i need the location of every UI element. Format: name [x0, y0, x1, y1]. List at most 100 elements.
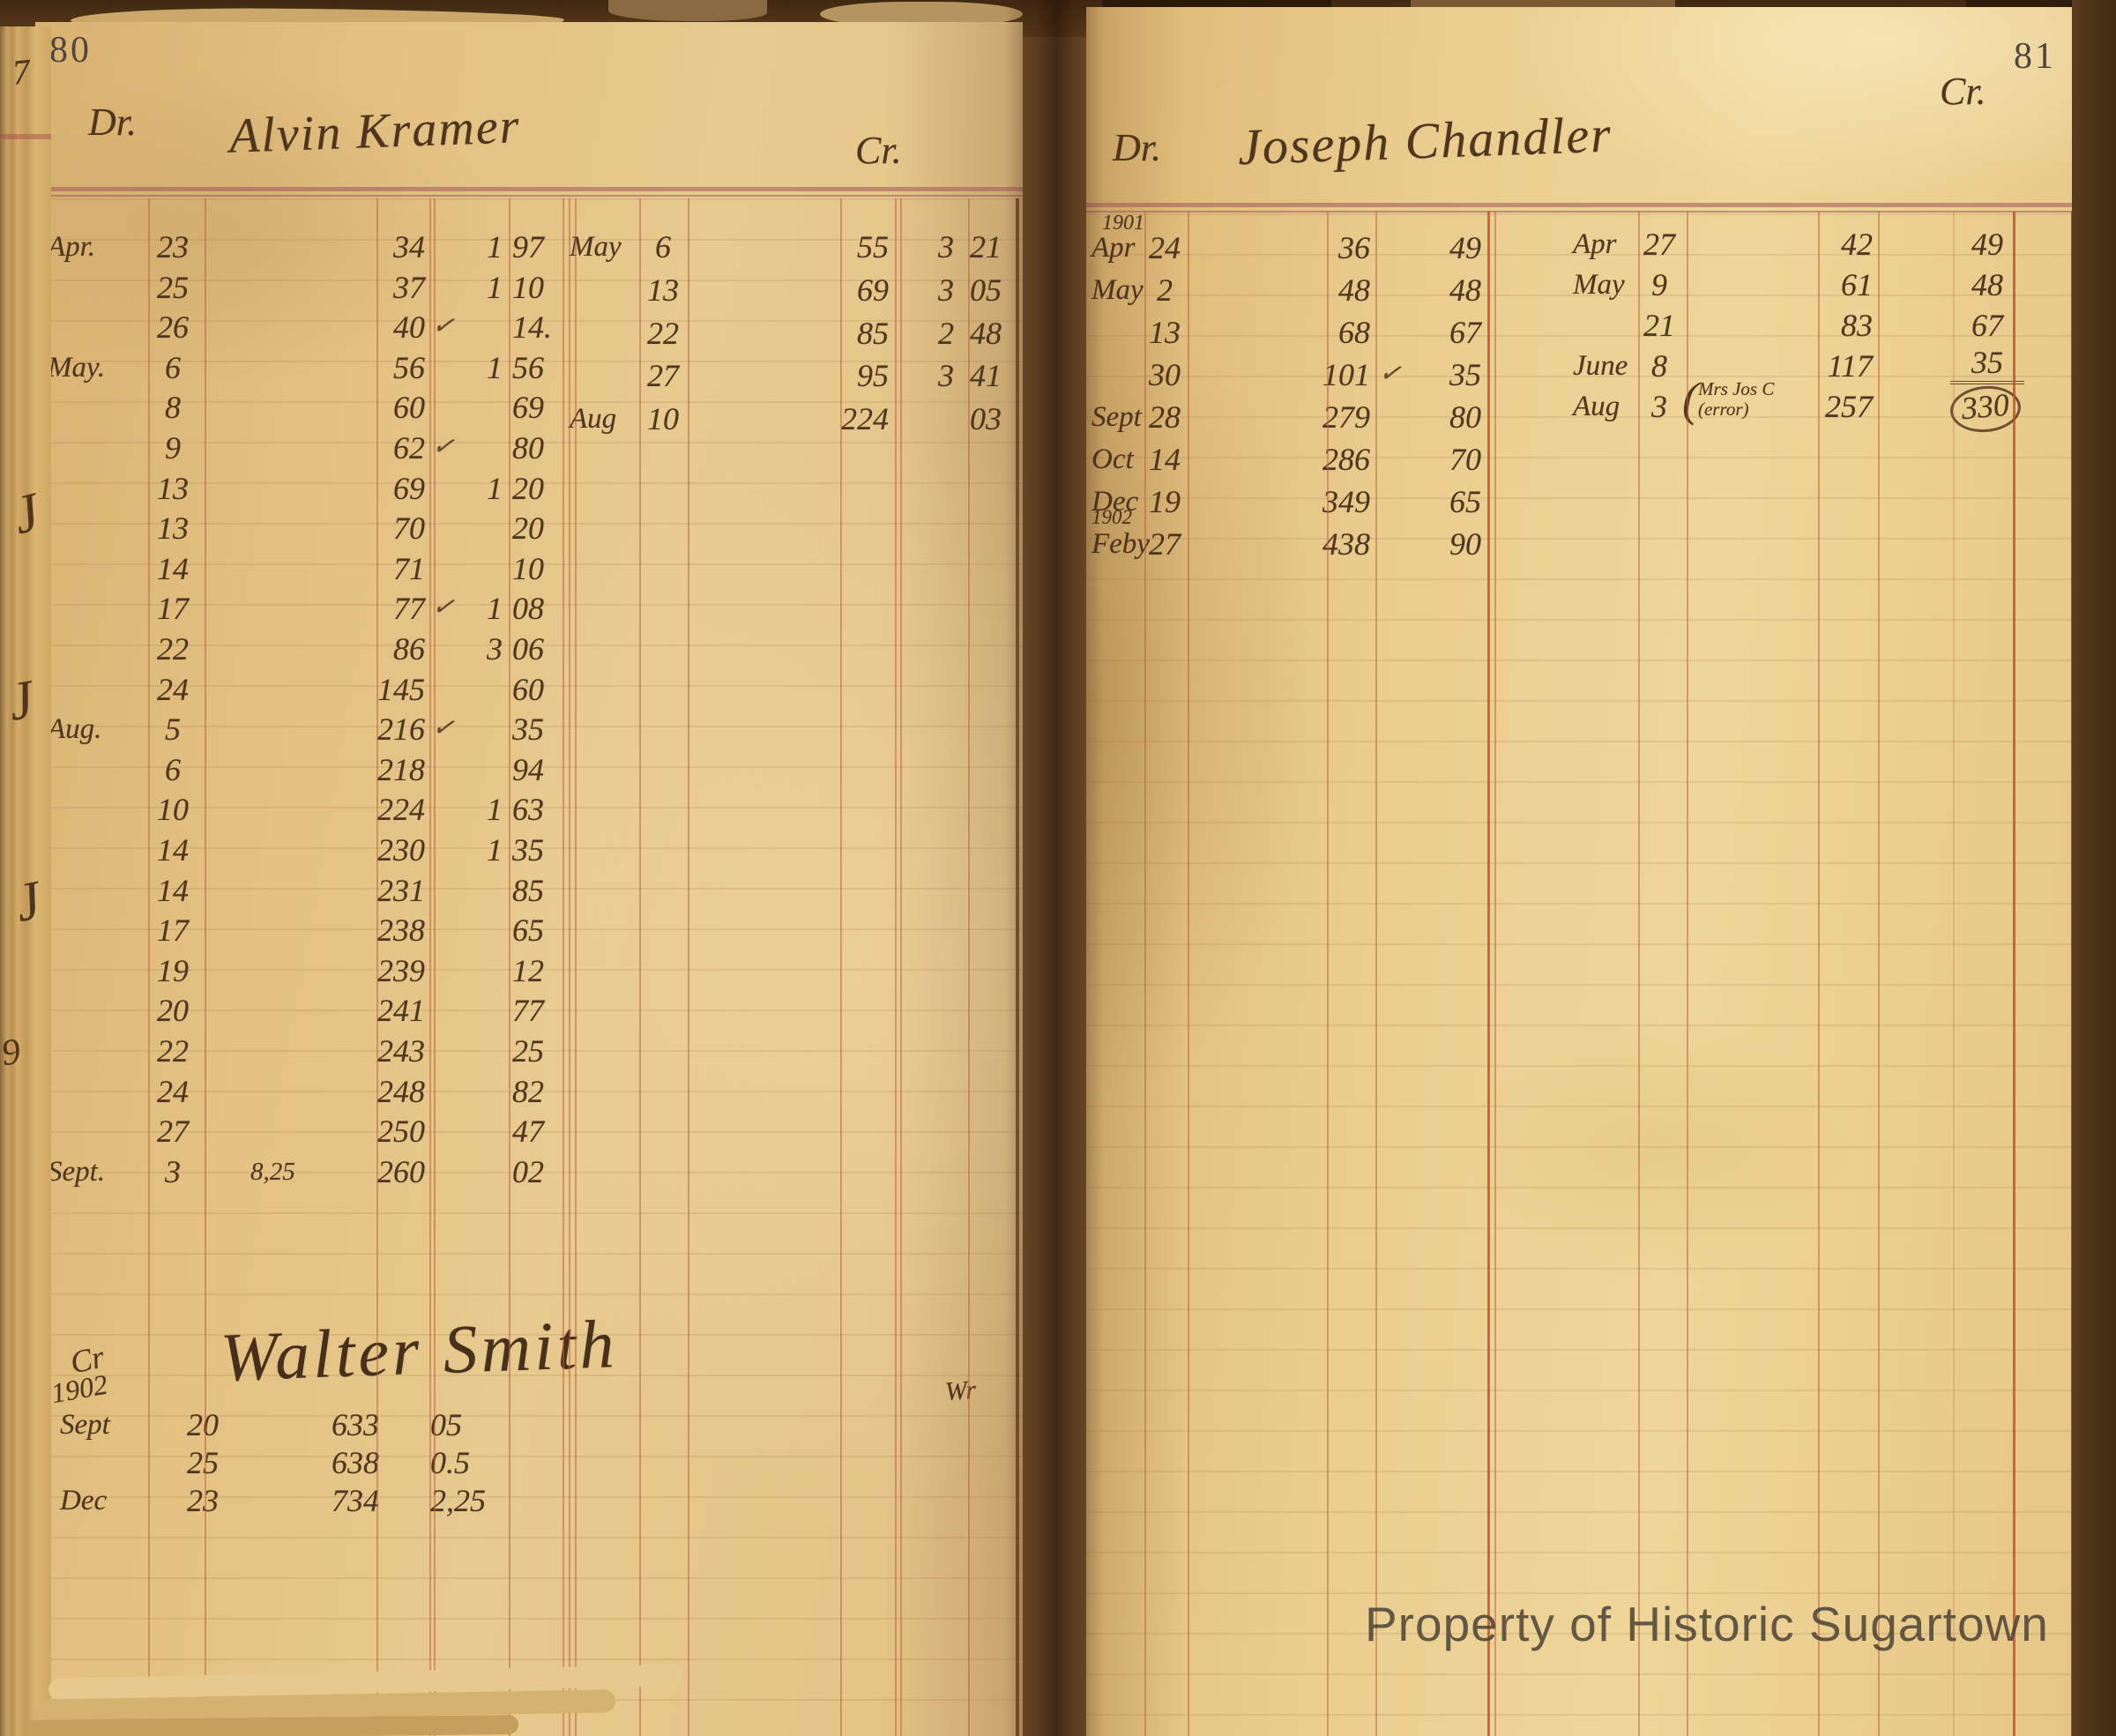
header-year: 1901 — [1102, 212, 1144, 235]
cell-dol: 1 — [487, 591, 503, 626]
ledger-row: 22 243 25 — [35, 1031, 1023, 1071]
cell-m: Sept — [60, 1409, 110, 1441]
column-rule — [1878, 212, 1880, 1736]
cell-c: 06 — [512, 631, 544, 667]
cell-d: 14 — [157, 873, 189, 908]
column-rule — [895, 198, 897, 1736]
cell-c: 49 — [1449, 230, 1481, 265]
cell-ref: 48 — [1338, 272, 1370, 308]
cell-d: 10 — [647, 401, 679, 436]
column-rule — [840, 198, 842, 1736]
ledger-row: Dec 23 734 2,25 — [35, 1480, 1023, 1521]
cell-c: 14. — [512, 309, 552, 345]
cell-d: 24 — [1149, 230, 1181, 265]
cell-d: 6 — [165, 350, 181, 385]
cell-c: 05 — [970, 272, 1002, 308]
column-rule — [639, 198, 641, 1736]
cell-pre: 8,25 — [250, 1158, 295, 1186]
cell-c: 67 — [1971, 308, 2003, 343]
column-rule — [968, 198, 970, 1736]
ledger-row: 14 71 10 — [35, 548, 1023, 589]
book-cover-edge — [2072, 0, 2116, 1736]
cell-d: 27 — [157, 1114, 189, 1149]
ledger-row: 13 68 67 — [1086, 312, 2078, 353]
ledger-row: Aug 3 257 330(Mrs Jos C (error) — [1086, 373, 2078, 436]
cell-ref: 61 — [1841, 267, 1873, 302]
cell-d: 6 — [655, 229, 671, 264]
cell-m: Aug. — [48, 713, 102, 745]
page-number: 81 — [2014, 36, 2056, 77]
cell-c: 35 — [1449, 357, 1481, 392]
column-rule — [1494, 212, 1496, 1736]
cell-ref: 70 — [393, 510, 425, 546]
ledger-row: 25 37 1 10 — [35, 267, 1023, 308]
ledger-row: Aug. 5 216 ✓ 35 — [35, 709, 1023, 749]
cell-m: May — [1573, 269, 1625, 301]
cell-ref: 734 — [332, 1483, 379, 1518]
ledger-row: 26 40 ✓ 14. — [35, 307, 1023, 347]
ledger-row: June 8 117 35 — [1086, 346, 2078, 386]
column-rule — [1144, 212, 1146, 1736]
ledger-row: Feby 27 438 90 1902 — [1086, 506, 2078, 564]
cell-d: 26 — [157, 309, 189, 345]
cell-d: 6 — [165, 752, 181, 787]
cell-ref: 231 — [377, 873, 425, 908]
cell-c: 77 — [512, 993, 544, 1028]
cell-c: 80 — [512, 430, 544, 466]
ruled-lines — [35, 198, 1023, 1736]
cell-d: 10 — [157, 792, 189, 827]
cell-d: 3 — [1651, 389, 1667, 424]
cell-amt: 05 — [430, 1407, 462, 1442]
ledger-row: 22 85 2 48 — [35, 313, 1023, 354]
cell-d: 27 — [1643, 227, 1675, 262]
cell-c: 08 — [512, 591, 544, 626]
column-rule — [575, 198, 577, 1736]
column-rule — [563, 198, 564, 1736]
ledger-row: May 2 48 48 — [1086, 270, 2078, 310]
ledger-row: Sept 20 633 05 — [35, 1404, 1023, 1445]
column-rule — [429, 198, 431, 1736]
column-rule — [1375, 212, 1377, 1736]
cell-d: 20 — [187, 1407, 219, 1442]
cell-dol: 3 — [938, 272, 954, 308]
column-rule — [1953, 212, 1955, 1736]
cell-dol: 1 — [487, 229, 503, 264]
cell-d: 9 — [165, 430, 181, 466]
cr-column-label: Cr. — [1940, 70, 1986, 113]
ledger-row: 13 69 1 20 — [35, 468, 1023, 509]
ledger-row: May 6 55 3 21 — [35, 227, 1023, 267]
cell-c: 56 — [512, 350, 544, 385]
cell-c: 97 — [512, 229, 544, 264]
ledger-row: 14 231 85 — [35, 870, 1023, 911]
header-rule — [1086, 203, 2078, 207]
cell-m: Dec — [60, 1485, 108, 1516]
second-account-name: Walter Smith — [219, 1305, 619, 1396]
ledger-row: Aug 10 224 03 — [35, 399, 1023, 439]
column-rule — [148, 198, 150, 1736]
column-rule — [569, 198, 570, 1736]
header-rule — [35, 195, 1023, 197]
cell-c: 12 — [512, 953, 544, 988]
cell-ref: 37 — [393, 270, 425, 305]
column-rule — [2013, 212, 2015, 1736]
cell-ref: 248 — [377, 1074, 425, 1109]
cell-ref: 36 — [1338, 230, 1370, 265]
cell-ref: 238 — [377, 913, 425, 948]
cell-c: 63 — [512, 792, 544, 827]
cell-d: 2 — [1157, 272, 1173, 308]
cell-c: 25 — [512, 1033, 544, 1069]
column-rule — [1638, 212, 1640, 1736]
cell-d: 20 — [157, 993, 189, 1028]
ledger-row: 25 638 0.5 — [35, 1442, 1023, 1483]
cell-ref: 349 — [1322, 484, 1370, 519]
cell-c: 48 — [1971, 267, 2003, 302]
cell-ref: 241 — [377, 993, 425, 1028]
column-rule — [1188, 212, 1189, 1736]
cell-ref: 85 — [857, 316, 889, 351]
cell-d: 21 — [1643, 308, 1675, 343]
cell-ref: 95 — [857, 358, 889, 393]
cell-ref: 257 — [1825, 389, 1873, 424]
cell-dol: 1 — [487, 471, 503, 506]
ledger-row: May 9 61 48 — [1086, 264, 2078, 305]
ledger-row: 6 218 94 — [35, 749, 1023, 790]
